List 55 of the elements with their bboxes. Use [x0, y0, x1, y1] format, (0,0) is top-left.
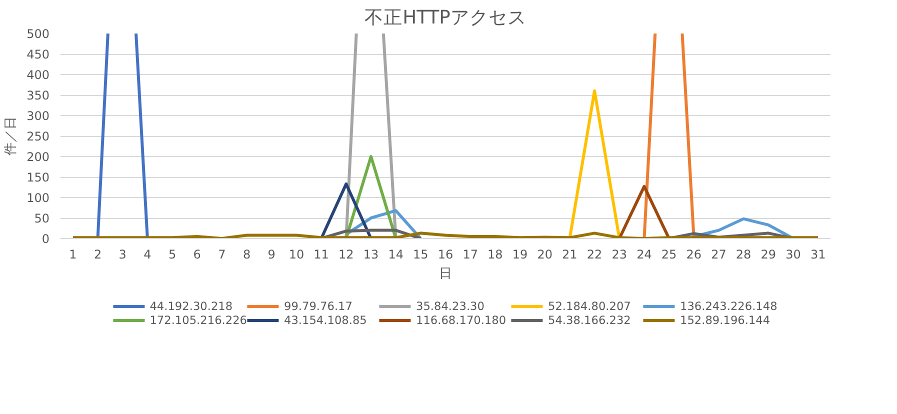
y-tick-label: 100: [26, 191, 50, 205]
legend-label: 43.154.108.85: [284, 313, 368, 327]
y-tick-label: 500: [26, 27, 50, 41]
x-tick-label: 28: [736, 248, 752, 262]
legend-label: 52.184.80.207: [548, 299, 632, 313]
legend-label: 136.243.226.148: [680, 299, 778, 313]
x-tick-label: 4: [144, 248, 152, 262]
x-tick-label: 21: [562, 248, 578, 262]
legend-label: 54.38.166.232: [548, 313, 632, 327]
x-tick-label: 6: [193, 248, 201, 262]
x-tick-label: 25: [661, 248, 677, 262]
x-tick-label: 23: [612, 248, 628, 262]
y-tick-label: 200: [26, 150, 50, 164]
x-tick-label: 29: [760, 248, 776, 262]
y-tick-label: 300: [26, 109, 50, 123]
y-axis-title: 件／日: [4, 116, 19, 156]
legend-label: 172.105.216.226: [150, 313, 247, 327]
x-tick-label: 31: [810, 248, 826, 262]
x-tick-label: 2: [94, 248, 102, 262]
legend-label: 99.79.76.17: [284, 299, 354, 313]
x-tick-label: 14: [388, 248, 404, 262]
y-tick-label: 350: [26, 88, 50, 102]
x-tick-label: 16: [438, 248, 454, 262]
x-tick-label: 15: [413, 248, 428, 262]
x-tick-label: 13: [363, 248, 379, 262]
x-tick-label: 26: [686, 248, 702, 262]
x-tick-label: 9: [268, 248, 276, 262]
x-tick-label: 18: [488, 248, 503, 262]
x-tick-label: 11: [314, 248, 329, 262]
x-tick-label: 22: [586, 248, 602, 262]
x-tick-label: 5: [168, 248, 176, 262]
x-tick-label: 10: [288, 248, 304, 262]
x-tick-label: 7: [218, 248, 226, 262]
y-tick-label: 0: [42, 232, 50, 246]
legend-label: 35.84.23.30: [416, 299, 486, 313]
x-tick-label: 19: [512, 248, 528, 262]
x-tick-label: 8: [242, 248, 251, 262]
x-tick-label: 30: [786, 248, 801, 262]
x-tick-label: 17: [462, 248, 478, 262]
x-axis-title: 日: [439, 266, 452, 282]
legend-label: 44.192.30.218: [150, 299, 234, 313]
y-tick-label: 450: [26, 48, 50, 62]
y-tick-label: 50: [34, 212, 50, 226]
x-tick-label: 20: [537, 248, 552, 262]
legend-label: 152.89.196.144: [680, 313, 772, 327]
chart-title: 不正HTTPアクセス: [364, 8, 526, 28]
x-tick-label: 24: [636, 248, 652, 262]
y-tick-label: 400: [26, 68, 50, 82]
x-tick-label: 12: [338, 248, 354, 262]
y-tick-label: 150: [26, 170, 50, 184]
x-tick-label: 1: [69, 248, 77, 262]
legend-label: 116.68.170.180: [416, 313, 508, 327]
x-tick-label: 3: [118, 248, 126, 262]
y-tick-label: 250: [26, 130, 50, 144]
x-tick-label: 27: [711, 248, 726, 262]
